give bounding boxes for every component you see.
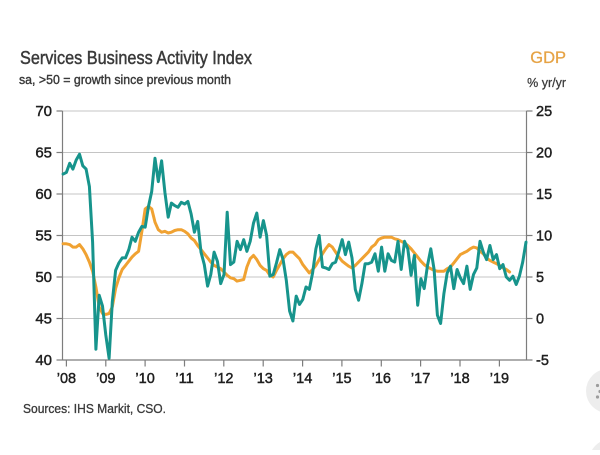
svg-text:5: 5: [536, 270, 544, 286]
svg-text:40: 40: [35, 352, 52, 369]
svg-text:55: 55: [35, 228, 52, 245]
svg-text:65: 65: [35, 145, 52, 162]
svg-text:’18: ’18: [450, 371, 469, 387]
svg-text:’19: ’19: [490, 371, 509, 387]
svg-text:’16: ’16: [372, 371, 391, 387]
svg-text:sa, >50 = growth since previou: sa, >50 = growth since previous month: [19, 72, 231, 87]
svg-text:’17: ’17: [411, 371, 430, 387]
svg-text:GDP: GDP: [530, 49, 566, 67]
svg-text:’15: ’15: [332, 371, 351, 387]
svg-text:20: 20: [536, 146, 552, 162]
svg-text:-5: -5: [536, 353, 549, 369]
svg-text:% yr/yr: % yr/yr: [527, 76, 566, 90]
svg-text:0: 0: [536, 312, 544, 328]
svg-text:Services Business Activity Ind: Services Business Activity Index: [20, 48, 252, 68]
svg-text:25: 25: [536, 104, 552, 120]
svg-text:60: 60: [35, 186, 52, 203]
svg-text:Sources: IHS Markit, CSO.: Sources: IHS Markit, CSO.: [23, 402, 166, 416]
svg-text:45: 45: [35, 311, 52, 328]
svg-text:10: 10: [536, 229, 552, 245]
svg-text:’12: ’12: [214, 371, 233, 387]
svg-text:50: 50: [35, 269, 52, 286]
svg-text:’09: ’09: [96, 371, 115, 387]
svg-text:70: 70: [35, 103, 52, 120]
svg-text:15: 15: [536, 187, 552, 203]
svg-text:’10: ’10: [135, 371, 154, 387]
svg-text:’11: ’11: [175, 371, 193, 387]
svg-text:’14: ’14: [293, 371, 312, 387]
svg-text:’08: ’08: [57, 371, 76, 387]
svg-text:’13: ’13: [254, 371, 273, 387]
